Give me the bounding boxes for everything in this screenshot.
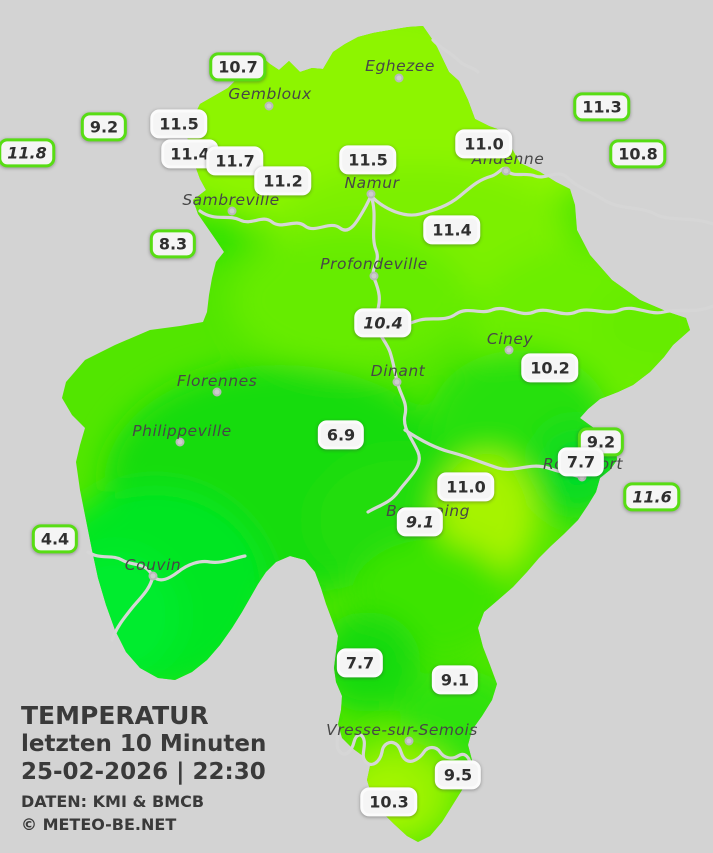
city-dot (366, 189, 376, 199)
river-lesse (403, 428, 584, 479)
city-label: Profondeville (320, 255, 428, 273)
copyright: © METEO-BE.NET (21, 815, 177, 834)
river-meuse-east (369, 166, 713, 226)
station-temperature-label: 11.0 (455, 129, 513, 159)
city-label: Philippeville (132, 422, 232, 440)
station-temperature-label: 11.5 (339, 145, 397, 175)
city-label: Eghezee (365, 57, 435, 75)
station-temperature-label: 11.8 (0, 138, 56, 168)
city-dot (404, 736, 414, 746)
station-temperature-label: 9.1 (396, 507, 444, 537)
station-temperature-label: 9.1 (431, 665, 479, 695)
city-label: Couvin (124, 556, 182, 574)
station-temperature-label: 10.3 (360, 787, 418, 817)
station-temperature-label: 9.2 (80, 112, 128, 142)
station-temperature-label: 10.7 (209, 52, 267, 82)
station-temperature-label: 7.7 (557, 447, 605, 477)
station-temperature-label: 11.2 (254, 166, 312, 196)
station-temperature-label: 10.2 (521, 353, 579, 383)
station-temperature-label: 10.4 (354, 308, 412, 338)
city-label: Dinant (370, 362, 426, 380)
city-dot (369, 271, 379, 281)
river-meuse-south (366, 194, 421, 514)
station-temperature-label: 11.0 (437, 472, 495, 502)
station-temperature-label: 6.9 (317, 420, 365, 450)
temperature-blob (230, 230, 470, 370)
station-temperature-label: 11.7 (206, 146, 264, 176)
city-label: Ciney (486, 330, 534, 348)
station-temperature-label: 11.4 (423, 215, 481, 245)
title-block: TEMPERATUR letzten 10 Minuten 25-02-2026… (21, 701, 266, 836)
data-source: DATEN: KMI & BMCB (21, 792, 205, 811)
rivers (86, 38, 713, 766)
map-datetime: 25-02-2026 | 22:30 (21, 759, 266, 785)
map-title: TEMPERATUR (21, 701, 209, 730)
city-dot (504, 345, 514, 355)
station-temperature-label: 8.3 (149, 229, 197, 259)
river-sambre (198, 194, 373, 232)
city-dot (175, 437, 185, 447)
city-dot (227, 206, 237, 216)
city-label: Florennes (176, 372, 258, 390)
station-temperature-label: 7.7 (336, 648, 384, 678)
station-temperature-label: 11.5 (150, 109, 208, 139)
city-dot (264, 101, 274, 111)
river-eau-blanche (110, 574, 155, 642)
city-dot (148, 571, 158, 581)
city-dot (212, 387, 222, 397)
city-label: Sambreville (182, 191, 280, 209)
city-label: Gembloux (228, 85, 312, 103)
station-temperature-label: 10.8 (609, 139, 667, 169)
river-eau-noire (86, 550, 247, 582)
city-label: Namur (344, 174, 400, 192)
temperature-blob (595, 280, 690, 370)
station-temperature-label: 11.3 (573, 92, 631, 122)
map-subtitle: letzten 10 Minuten (21, 731, 267, 757)
city-dot (392, 377, 402, 387)
city-label: Vresse-sur-Semois (326, 721, 478, 739)
river-mehaigne (431, 38, 480, 74)
station-temperature-label: 9.5 (434, 760, 482, 790)
river-semois (334, 726, 472, 766)
city-dot (394, 73, 404, 83)
city-dot (501, 166, 511, 176)
river-northeast (391, 304, 713, 332)
station-temperature-label: 11.6 (623, 482, 681, 512)
station-temperature-label: 4.4 (31, 524, 79, 554)
